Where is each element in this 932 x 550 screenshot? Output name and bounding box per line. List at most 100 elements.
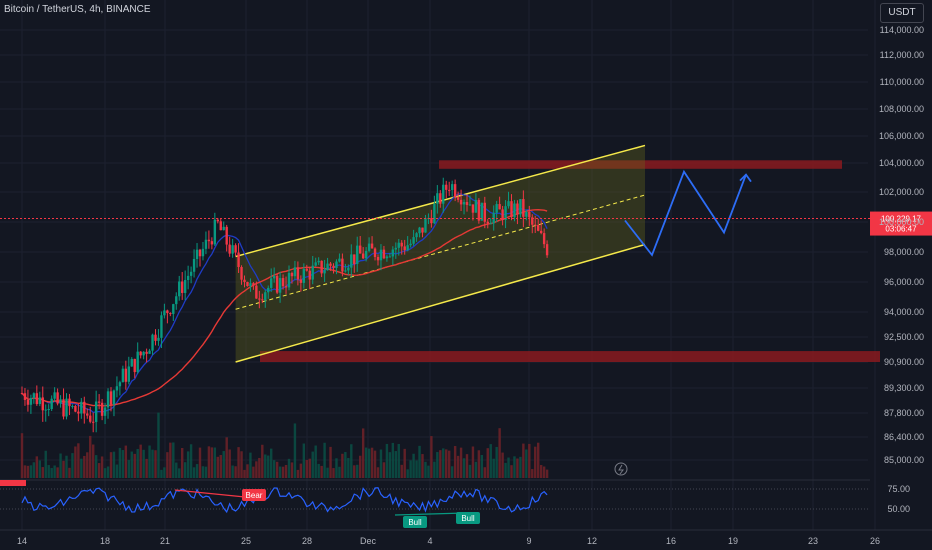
candle [528,211,531,218]
time-tick-2: 21 [160,536,170,546]
price-tick-1: 112,000.00 [880,50,924,60]
candle [118,382,122,387]
candle [388,256,392,258]
volume-bar [222,451,225,478]
candle [364,250,368,259]
candle [151,334,154,351]
candle [270,278,273,288]
lightning-icon[interactable] [614,462,628,476]
volume-bar [317,463,320,478]
price-tick-16: 85,000.00 [884,455,924,465]
volume-bar [100,456,104,478]
candle [542,233,546,245]
volume-bar [525,449,528,478]
candle [26,399,30,405]
volume-bar [400,464,403,478]
volume-bar [237,447,240,478]
rsi-pane: 75.00 50.00 Bear Bull Bull [0,479,910,528]
time-tick-1: 18 [100,536,110,546]
volume-bar [382,462,386,478]
volume-bar [35,456,39,478]
volume-bar [92,444,95,478]
channel-lower [235,243,646,363]
volume-bar [189,444,193,478]
candle [172,304,175,314]
volume-bar [528,443,531,478]
candle [255,285,258,299]
rsi-label-1: Bull [408,518,422,527]
volume-bar [391,442,395,478]
volume-bar [264,454,267,478]
volume-bar [272,460,276,478]
price-tick-12: 90,900.00 [884,357,924,367]
candle [439,193,442,204]
candle [317,260,320,263]
volume-bar [80,458,83,478]
candle [169,313,172,315]
volume-bar [225,437,228,478]
volume-bar [492,458,495,478]
volume-bar [243,469,246,478]
rsi-bull-divergence [394,512,466,516]
volume-bar [522,443,525,478]
volume-bar [26,465,30,478]
candle [145,351,148,354]
rsi-tick-75: 75.00 [887,484,910,494]
volume-bar [29,465,33,478]
time-tick-9: 16 [666,536,676,546]
volume-bar [329,446,332,478]
volume-bar [347,457,350,478]
volume-bar [154,450,157,478]
candle [290,272,294,277]
candle [148,350,151,354]
volume-bar [240,451,243,478]
volume-bar [302,443,306,478]
volume-bar [498,428,501,478]
candle [311,265,314,280]
time-tick-8: 12 [587,536,597,546]
volume-bar [68,467,71,478]
volume-bar [542,466,546,478]
currency-button[interactable]: USDT [880,3,924,23]
volume-bar [53,465,56,478]
volume-bar [456,455,460,478]
candle [94,401,98,422]
volume-bar [151,449,154,478]
volume-bar [376,467,380,478]
price-axis: 114,000.00 112,000.00 110,000.00 108,000.00… [879,25,924,465]
candle [409,243,412,246]
candle [106,391,110,408]
volume-bar [385,443,389,478]
candle [308,270,311,280]
candle [225,226,228,245]
candle [192,258,196,272]
candle [456,197,460,200]
volume-bar [219,455,222,478]
candle [335,261,338,269]
volume-bar [436,452,439,478]
candle [430,218,433,224]
candle [139,351,142,356]
volume-bar [495,446,498,478]
candle [281,278,285,287]
volume-bar [367,448,371,478]
volume-bar [545,469,549,478]
candle [163,310,166,316]
candle [109,391,113,405]
time-tick-3: 25 [241,536,251,546]
volume-bar [394,451,397,478]
volume-bar [439,450,442,478]
candle [275,275,279,293]
volume-bar [118,447,122,478]
candle [483,202,486,222]
sr-zones [260,160,880,362]
volume-bar [344,452,347,478]
candle [445,184,448,190]
candle [501,209,504,221]
candle [219,221,222,231]
volume-bar [121,450,125,478]
candle [450,184,454,190]
volume-bar [20,433,24,478]
